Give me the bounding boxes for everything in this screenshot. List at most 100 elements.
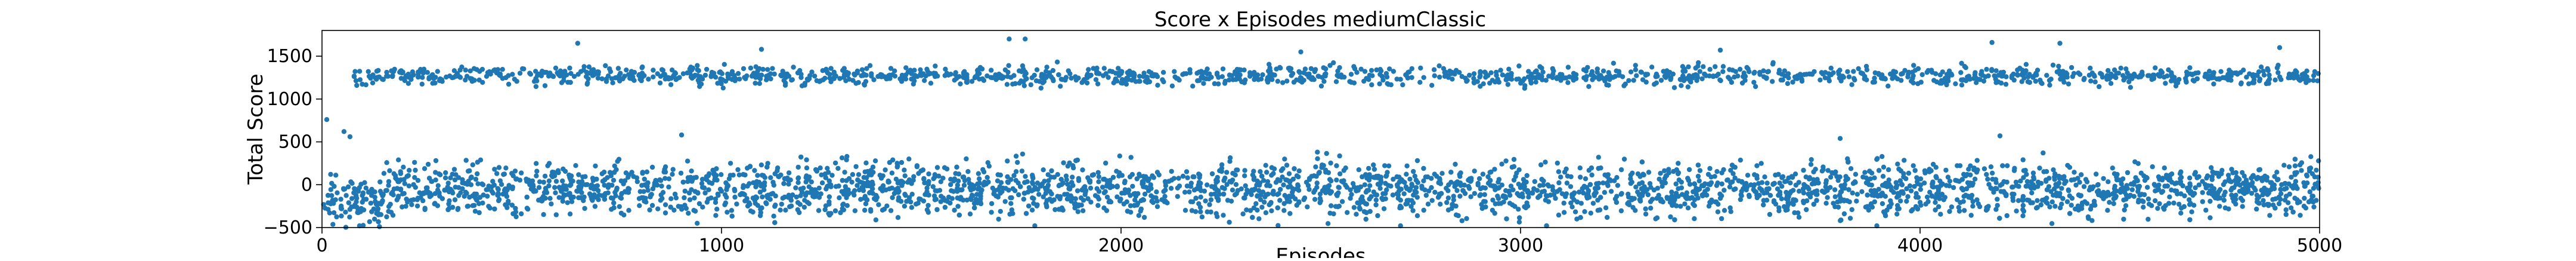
data-point — [2163, 173, 2169, 178]
data-point — [1947, 208, 1952, 214]
data-point — [1592, 186, 1598, 191]
data-point — [672, 191, 678, 197]
data-point — [2129, 187, 2135, 192]
data-point — [1144, 74, 1150, 80]
data-point — [1315, 149, 1320, 155]
data-point — [1679, 83, 1684, 88]
data-point — [1256, 77, 1261, 82]
data-point — [1116, 173, 1122, 179]
data-point — [1971, 165, 1977, 171]
data-point — [764, 164, 770, 170]
data-point — [2292, 163, 2298, 168]
data-point — [1964, 186, 1970, 192]
data-point — [2241, 67, 2246, 73]
data-point — [1487, 170, 1493, 175]
data-point — [607, 170, 613, 175]
plot-area-frame — [321, 30, 2320, 228]
data-point — [2140, 198, 2145, 204]
data-point — [1138, 206, 1144, 212]
data-point — [2309, 171, 2315, 177]
data-point — [678, 170, 684, 176]
data-point — [2107, 199, 2112, 205]
data-point — [1633, 208, 1638, 213]
data-point — [758, 183, 764, 189]
data-point — [1677, 76, 1683, 82]
data-point — [2023, 62, 2029, 67]
data-point — [755, 68, 760, 74]
data-point — [1526, 190, 1531, 196]
data-point — [1132, 197, 1138, 203]
data-point — [1309, 76, 1314, 82]
data-point — [1464, 79, 1469, 84]
data-point — [1088, 72, 1094, 78]
data-point — [2193, 185, 2198, 191]
data-point — [363, 196, 369, 202]
data-point — [1215, 174, 1220, 180]
data-point — [475, 171, 480, 177]
data-point — [666, 184, 671, 190]
data-point — [2210, 72, 2216, 77]
data-point — [1500, 72, 1505, 78]
data-point — [1614, 175, 1620, 180]
data-point — [1832, 194, 1838, 199]
data-point — [1114, 183, 1120, 189]
data-point — [2216, 189, 2221, 194]
data-point — [835, 165, 841, 171]
data-point — [1593, 190, 1599, 195]
data-point — [1564, 180, 1570, 186]
data-point — [553, 65, 559, 71]
data-point — [1348, 195, 1353, 201]
data-point — [955, 189, 960, 194]
data-point — [1503, 158, 1509, 164]
data-point — [456, 193, 462, 198]
data-point — [2105, 208, 2110, 213]
data-point — [1713, 64, 1718, 69]
data-point — [1129, 171, 1135, 177]
data-point — [1020, 66, 1026, 72]
data-point — [1471, 79, 1476, 85]
data-point — [1843, 177, 1849, 183]
data-point — [1633, 63, 1638, 68]
data-point — [406, 183, 412, 189]
data-point — [1398, 186, 1404, 192]
data-point — [1962, 208, 1967, 213]
data-point — [646, 76, 651, 82]
data-point — [1577, 189, 1582, 195]
data-point — [1337, 171, 1343, 177]
data-point — [1553, 195, 1558, 201]
data-point — [2125, 170, 2131, 176]
data-point — [1044, 65, 1049, 70]
data-point — [1498, 67, 1503, 73]
data-point — [662, 169, 668, 175]
data-point — [2174, 180, 2179, 186]
data-point — [565, 200, 570, 205]
data-point — [1301, 78, 1306, 83]
data-point — [708, 74, 714, 79]
data-point — [1457, 194, 1463, 199]
data-point — [1384, 74, 1390, 80]
data-point — [2051, 167, 2056, 173]
data-point — [2110, 191, 2115, 196]
data-point — [1409, 75, 1414, 80]
data-point — [2118, 65, 2123, 71]
data-point — [1728, 168, 1733, 173]
data-point — [1801, 190, 1806, 196]
data-point — [1816, 180, 1821, 186]
data-point — [1958, 70, 1964, 75]
data-point — [1646, 170, 1652, 175]
data-point — [889, 185, 895, 191]
data-point — [958, 196, 963, 202]
data-point — [403, 204, 408, 209]
data-point — [1784, 179, 1789, 184]
data-point — [1251, 168, 1256, 174]
data-point — [1548, 192, 1553, 198]
data-point — [1985, 176, 1990, 182]
data-point — [1363, 189, 1369, 195]
data-point — [823, 186, 829, 192]
data-point — [761, 187, 767, 192]
data-point — [1480, 171, 1486, 177]
data-point — [2196, 70, 2201, 76]
data-point — [755, 202, 761, 208]
data-point — [1494, 69, 1499, 75]
